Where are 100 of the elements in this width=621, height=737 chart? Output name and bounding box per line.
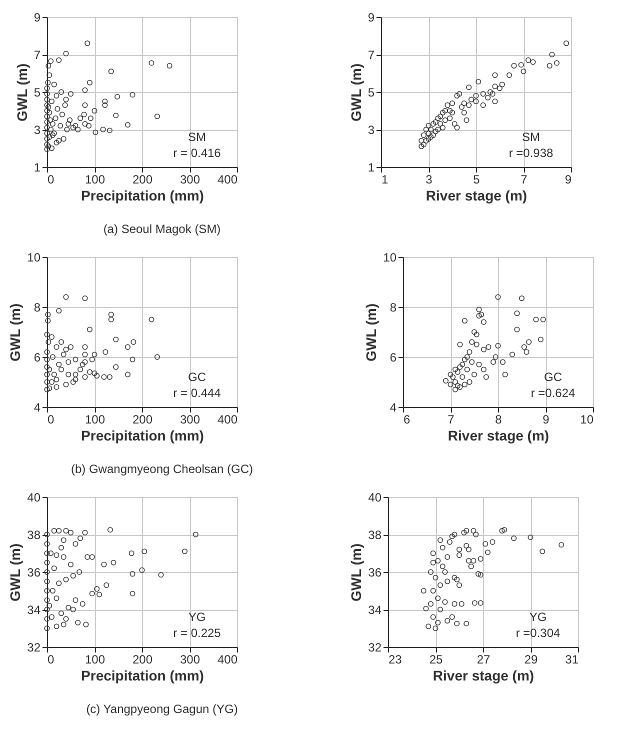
x-axis-title: Precipitation (mm)	[81, 428, 204, 444]
annotation: SM	[522, 130, 540, 144]
x-tick-label: 100	[84, 652, 106, 666]
y-axis-title: GWL (m)	[7, 303, 24, 362]
point	[70, 379, 76, 385]
point	[101, 562, 107, 568]
point	[521, 344, 527, 350]
point	[44, 569, 50, 575]
point	[60, 554, 66, 560]
point	[495, 343, 501, 348]
point	[72, 541, 78, 547]
point	[474, 342, 480, 348]
point	[460, 362, 466, 368]
y-tick-label: 3	[34, 123, 41, 137]
point	[45, 318, 51, 324]
point	[46, 603, 52, 608]
x-axis-title: River stage (m)	[448, 428, 550, 444]
point	[50, 588, 56, 594]
point	[68, 562, 74, 568]
point	[139, 567, 145, 573]
point	[63, 346, 69, 352]
point	[60, 537, 66, 543]
x-tick-label: 200	[132, 412, 153, 426]
x-axis-title: River stage (m)	[432, 668, 534, 684]
point	[110, 560, 116, 566]
y-tick-label: 38	[27, 528, 41, 542]
point	[72, 372, 78, 378]
point	[472, 329, 477, 335]
y-tick-label: 38	[368, 528, 382, 542]
annotation: r = 0.225	[173, 626, 222, 640]
point	[481, 366, 486, 372]
point	[72, 356, 78, 362]
y-tick-label: 5	[368, 86, 375, 100]
annotation: r =0.304	[516, 626, 561, 640]
point	[452, 386, 458, 392]
point	[60, 622, 66, 628]
text: (c) Yangpyeong Gagun (YG)	[86, 702, 238, 716]
point	[44, 550, 50, 556]
y-axis-title: GWL (m)	[7, 543, 24, 602]
point	[56, 362, 62, 368]
point	[476, 306, 482, 312]
y-tick-label: 36	[368, 566, 382, 580]
point	[46, 339, 52, 345]
point	[500, 359, 506, 365]
point	[130, 571, 136, 577]
point	[469, 339, 475, 345]
y-tick-label: 9	[368, 10, 375, 24]
point	[68, 530, 74, 536]
point	[54, 624, 60, 630]
point	[106, 374, 112, 380]
point	[45, 312, 51, 318]
y-axis-title: GWL (m)	[363, 303, 380, 362]
point	[514, 326, 520, 332]
point	[66, 372, 72, 378]
point	[154, 354, 160, 360]
point	[462, 318, 468, 324]
point	[492, 354, 498, 360]
x-tick-label: 300	[180, 412, 200, 426]
y-axis-title: GWL (m)	[348, 543, 364, 602]
x-tick-label: 7	[448, 412, 455, 426]
x-tick-label: 23	[388, 652, 402, 666]
point	[476, 362, 482, 368]
point	[464, 366, 470, 372]
y-tick-label: 6	[34, 350, 41, 364]
x-tick-label: 300	[180, 652, 200, 666]
y-tick-label: 40	[368, 490, 382, 504]
point	[75, 620, 81, 626]
point	[130, 356, 136, 362]
point	[454, 383, 460, 388]
point	[51, 372, 57, 378]
x-axis-title: Precipitation (mm)	[81, 188, 204, 204]
point	[44, 379, 50, 385]
point	[457, 364, 463, 370]
point	[44, 532, 50, 538]
point	[486, 344, 492, 350]
y-tick-label: 7	[34, 48, 41, 62]
point	[89, 590, 95, 596]
point	[66, 604, 72, 610]
x-tick-label: 9	[542, 412, 550, 426]
y-tick-label: 8	[34, 300, 41, 314]
point	[84, 554, 90, 560]
point	[68, 344, 74, 350]
point	[54, 384, 60, 390]
point	[58, 610, 64, 616]
x-tick-label: 0	[48, 172, 54, 186]
annotation: SM	[188, 130, 206, 144]
x-tick-label: 8	[495, 412, 502, 426]
point	[66, 359, 72, 365]
annotation: r = 0.416	[173, 146, 222, 160]
y-tick-label: 1	[368, 160, 375, 174]
x-tick-label: 3	[426, 172, 433, 186]
point	[158, 572, 164, 578]
y-tick-label: 8	[390, 300, 397, 314]
y-tick-label: 34	[27, 603, 41, 617]
point	[452, 379, 458, 385]
point	[457, 384, 463, 390]
point	[94, 373, 100, 378]
point	[82, 296, 88, 301]
point	[63, 528, 69, 534]
point	[48, 550, 54, 556]
